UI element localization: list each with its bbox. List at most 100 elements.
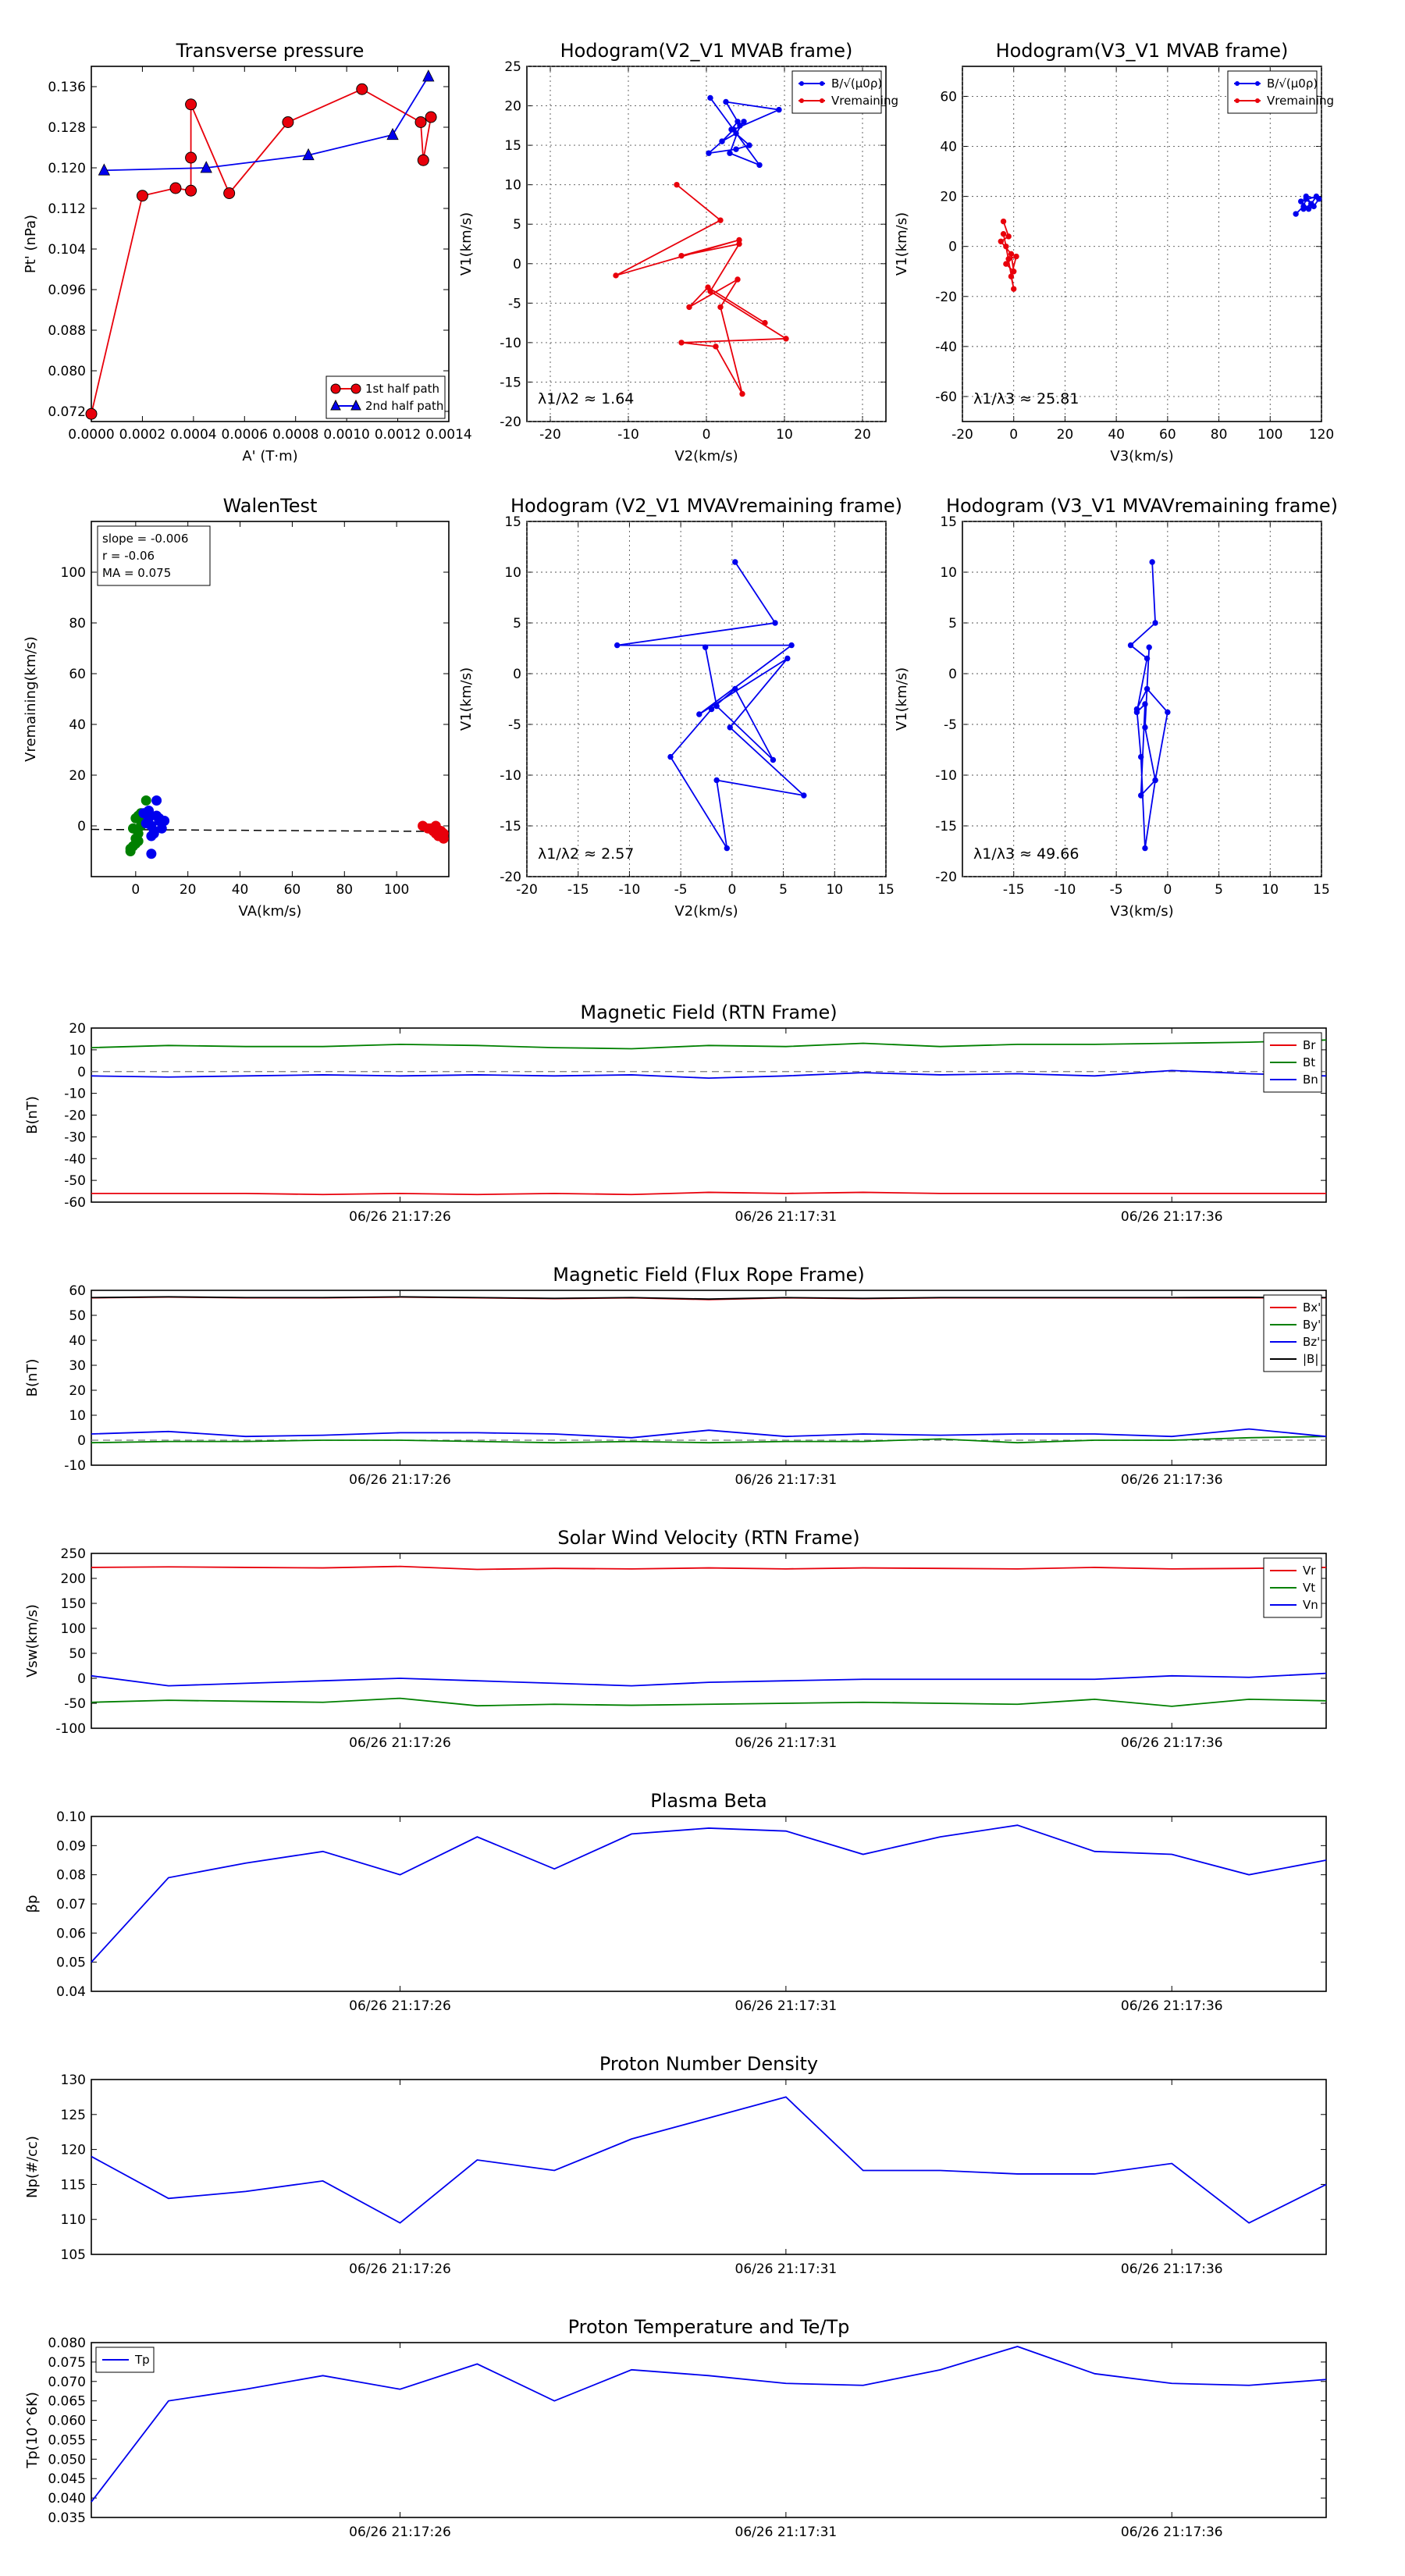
chart-title: Transverse pressure xyxy=(176,40,365,62)
series-line xyxy=(104,76,429,172)
series-line xyxy=(91,1069,1327,1080)
y-tick-label: -10 xyxy=(64,1458,86,1474)
y-axis-label: V1(km/s) xyxy=(458,212,475,276)
series-line xyxy=(617,561,806,849)
x-tick-label: 15 xyxy=(877,882,895,898)
data-point xyxy=(686,304,692,311)
x-tick-label: 06/26 21:17:36 xyxy=(1121,1472,1223,1488)
series-line xyxy=(91,2346,1327,2503)
x-tick-label: 80 xyxy=(1211,427,1228,443)
y-axis-label: Tp(10^6K) xyxy=(24,2392,41,2469)
x-tick-label: 100 xyxy=(384,882,409,898)
y-tick-label: 130 xyxy=(61,2073,86,2088)
y-tick-label: 60 xyxy=(69,667,86,682)
plot-frame xyxy=(91,1816,1327,1992)
data-point xyxy=(713,343,719,350)
x-tick-label: 06/26 21:17:31 xyxy=(735,1998,838,2014)
data-point xyxy=(1142,701,1148,707)
data-point xyxy=(706,150,712,156)
y-tick-label: 0.10 xyxy=(56,1809,86,1825)
plot-frame xyxy=(91,66,450,422)
x-tick-label: 0.0008 xyxy=(272,427,318,443)
data-point xyxy=(302,148,315,161)
plot-frame xyxy=(526,66,887,422)
data-point xyxy=(1142,724,1148,731)
y-tick-label: -15 xyxy=(500,375,521,390)
data-point xyxy=(732,559,738,565)
y-tick-label: -20 xyxy=(935,870,957,885)
data-point xyxy=(1127,642,1134,649)
x-tick-label: 06/26 21:17:36 xyxy=(1121,1735,1223,1751)
data-point xyxy=(140,795,151,806)
y-tick-label: 0.07 xyxy=(56,1897,86,1912)
x-tick-label: -20 xyxy=(951,427,973,443)
y-tick-label: -60 xyxy=(64,1195,86,1211)
y-tick-label: -50 xyxy=(64,1173,86,1189)
x-tick-label: 0.0010 xyxy=(323,427,369,443)
data-point xyxy=(422,69,435,82)
x-axis-label: V3(km/s) xyxy=(1110,903,1173,920)
data-point xyxy=(674,181,680,188)
y-tick-label: 115 xyxy=(61,2177,86,2193)
chart-hodogram-v3v1-mvav: Hodogram (V3_V1 MVAVremaining frame) -20 -… xyxy=(894,495,1338,920)
y-tick-label: 0.104 xyxy=(48,242,86,258)
y-tick-label: 0 xyxy=(77,1065,86,1080)
y-tick-label: 10 xyxy=(504,565,521,581)
y-tick-label: 0.088 xyxy=(48,323,86,339)
y-tick-label: 0.04 xyxy=(56,1984,86,2000)
data-point xyxy=(783,336,789,342)
legend-marker xyxy=(820,98,824,103)
data-point xyxy=(1152,777,1158,784)
chart-proton-temperature: Proton Temperature and Te/Tp 0.035 0.040 0.… xyxy=(24,2316,1327,2540)
series-line xyxy=(91,1428,1327,1439)
ratio-annotation: λ1/λ3 ≈ 49.66 xyxy=(973,845,1079,863)
chart-title: Hodogram(V2_V1 MVAB frame) xyxy=(560,40,853,62)
data-point xyxy=(678,340,685,346)
data-point xyxy=(1144,655,1151,662)
legend-box xyxy=(791,70,882,114)
data-point xyxy=(719,138,725,144)
y-tick-label: -10 xyxy=(500,768,521,784)
y-tick-label: -10 xyxy=(935,768,957,784)
data-point xyxy=(1308,201,1314,207)
data-point xyxy=(1316,196,1322,202)
data-point xyxy=(735,276,741,283)
data-point xyxy=(1008,273,1015,279)
y-tick-label: 110 xyxy=(61,2212,86,2228)
legend-label: Vr xyxy=(1303,1564,1316,1578)
data-point xyxy=(1300,205,1307,212)
y-tick-label: 80 xyxy=(69,616,86,632)
legend-label: B/√(μ0ρ) xyxy=(1267,76,1318,91)
data-point xyxy=(746,142,752,148)
legend-marker xyxy=(1235,98,1240,103)
data-point xyxy=(732,685,738,692)
y-tick-label: 50 xyxy=(69,1646,86,1662)
legend-marker xyxy=(799,81,804,86)
y-tick-label: 15 xyxy=(940,514,957,530)
x-tick-label: 40 xyxy=(1108,427,1125,443)
y-tick-label: 60 xyxy=(69,1283,86,1299)
data-point xyxy=(1011,269,1017,275)
x-tick-label: 06/26 21:17:31 xyxy=(735,1209,838,1225)
plot-frame xyxy=(91,1290,1327,1466)
data-point xyxy=(1165,709,1171,716)
y-tick-label: 40 xyxy=(69,717,86,733)
legend-label: Vn xyxy=(1303,1598,1318,1612)
y-tick-label: 15 xyxy=(504,138,521,154)
data-point xyxy=(713,777,720,784)
y-tick-label: 0.055 xyxy=(48,2432,86,2448)
series-line xyxy=(91,1672,1327,1687)
legend-label: Bx' xyxy=(1303,1300,1321,1315)
x-tick-label: 10 xyxy=(1261,882,1279,898)
x-tick-label: 0 xyxy=(1163,882,1172,898)
x-tick-label: 100 xyxy=(1257,427,1282,443)
plot-frame xyxy=(91,521,450,877)
y-tick-label: -40 xyxy=(935,340,957,355)
y-tick-label: -15 xyxy=(935,819,957,834)
y-tick-label: 0.06 xyxy=(56,1926,86,1941)
data-point xyxy=(430,820,441,831)
x-axis-label: V3(km/s) xyxy=(1110,448,1173,464)
data-point xyxy=(613,272,619,279)
y-tick-label: -40 xyxy=(64,1151,86,1167)
data-point xyxy=(1146,644,1152,650)
